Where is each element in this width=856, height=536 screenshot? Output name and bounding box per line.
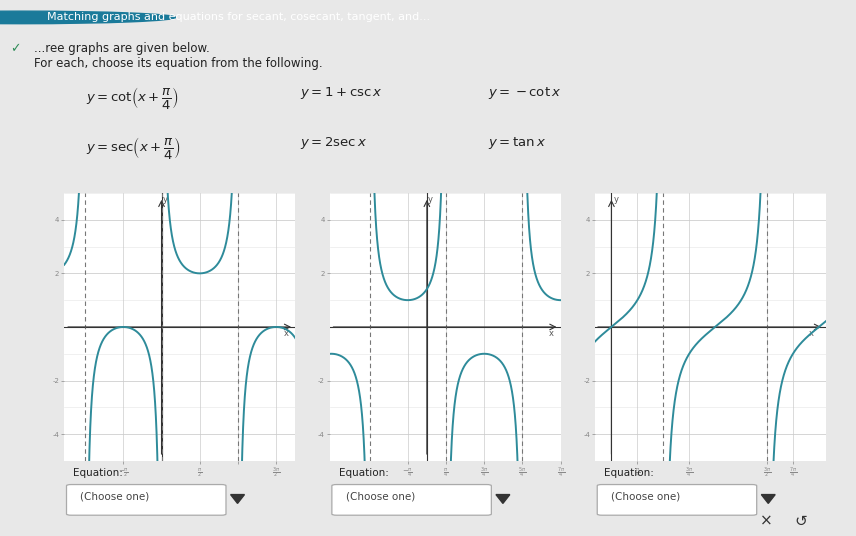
Text: ×: × — [760, 514, 772, 528]
Text: For each, choose its equation from the following.: For each, choose its equation from the f… — [34, 57, 323, 70]
Polygon shape — [230, 495, 245, 503]
Text: y: y — [163, 195, 168, 204]
Circle shape — [0, 11, 175, 24]
FancyBboxPatch shape — [332, 485, 491, 515]
Text: ●: ● — [16, 11, 27, 24]
Text: $y=1+\csc x$: $y=1+\csc x$ — [300, 85, 383, 101]
Text: $y=\tan x$: $y=\tan x$ — [488, 135, 546, 151]
Text: Equation:: Equation: — [604, 468, 654, 478]
Text: y: y — [428, 195, 433, 204]
Text: ...ree graphs are given below.: ...ree graphs are given below. — [34, 42, 210, 55]
Text: Equation:: Equation: — [74, 468, 123, 478]
Polygon shape — [761, 495, 776, 503]
Text: (Choose one): (Choose one) — [611, 492, 681, 502]
Text: ✓: ✓ — [10, 42, 21, 55]
FancyBboxPatch shape — [597, 485, 757, 515]
Text: ↺: ↺ — [794, 514, 806, 528]
Text: (Choose one): (Choose one) — [80, 492, 150, 502]
Text: $y=\sec\!\left(x+\dfrac{\pi}{4}\right)$: $y=\sec\!\left(x+\dfrac{\pi}{4}\right)$ — [86, 135, 180, 161]
Text: $y=-\cot x$: $y=-\cot x$ — [488, 85, 562, 101]
Text: Matching graphs and equations for secant, cosecant, tangent, and...: Matching graphs and equations for secant… — [47, 12, 431, 23]
FancyBboxPatch shape — [67, 485, 226, 515]
Text: (Choose one): (Choose one) — [346, 492, 415, 502]
Text: $y=2\sec x$: $y=2\sec x$ — [300, 135, 367, 151]
Text: y: y — [614, 195, 619, 204]
Text: Equation:: Equation: — [339, 468, 389, 478]
Text: x: x — [283, 329, 288, 338]
Text: x: x — [549, 329, 554, 338]
Text: $y=\cot\!\left(x+\dfrac{\pi}{4}\right)$: $y=\cot\!\left(x+\dfrac{\pi}{4}\right)$ — [86, 85, 178, 111]
Text: x: x — [809, 329, 813, 338]
Polygon shape — [496, 495, 510, 503]
